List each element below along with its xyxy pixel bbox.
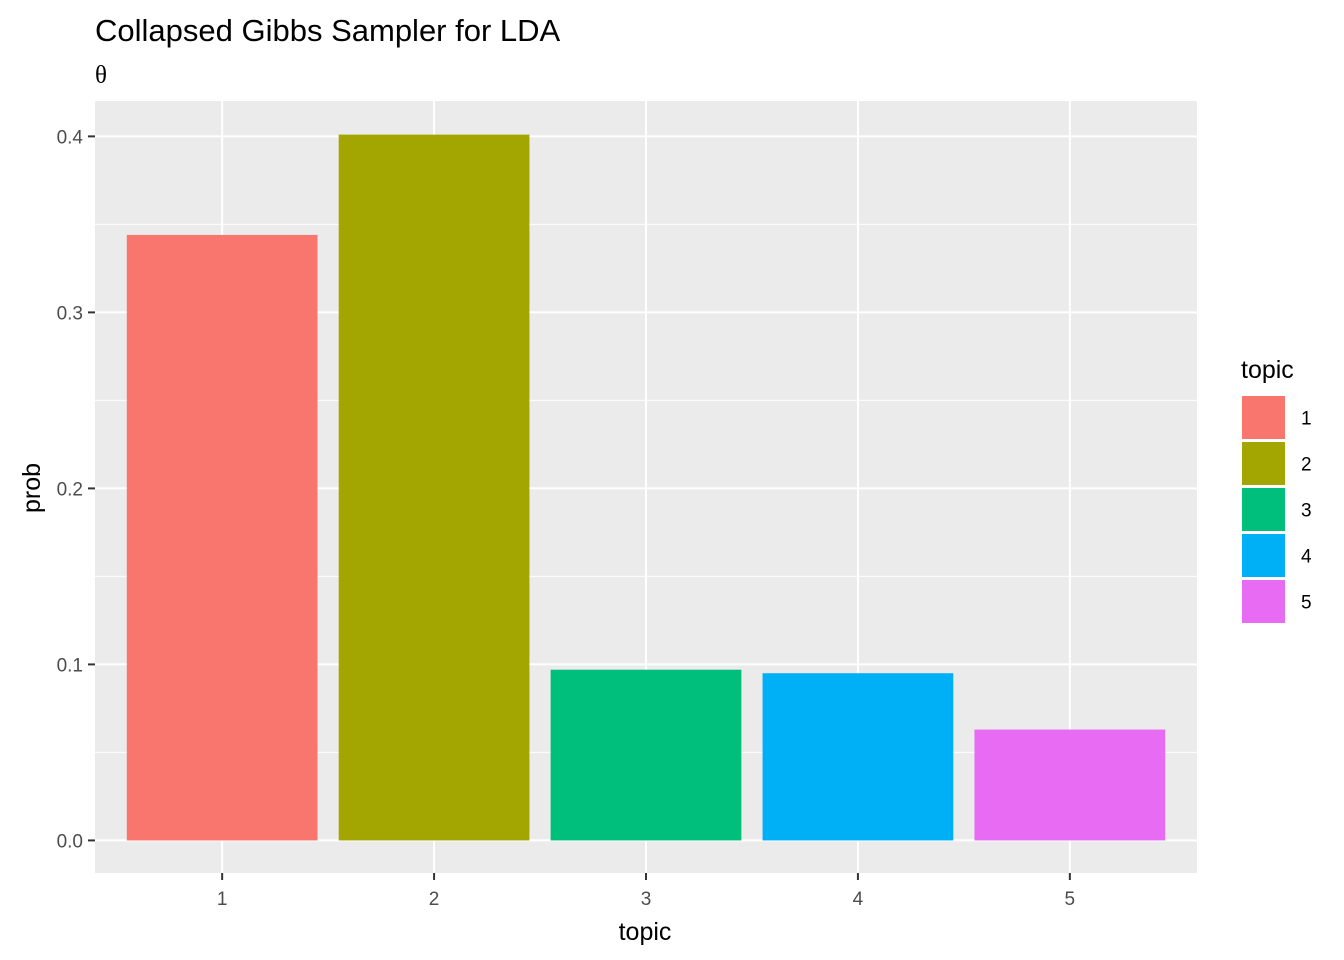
legend-label-2: 2 xyxy=(1301,455,1312,476)
y-axis: 0.0 0.1 0.2 0.3 0.4 xyxy=(57,127,95,852)
legend: topic 1 2 3 4 5 xyxy=(1241,356,1312,623)
legend-key-2 xyxy=(1242,442,1285,485)
legend-label-1: 1 xyxy=(1301,409,1312,430)
x-tick-label: 3 xyxy=(641,889,652,910)
bar-topic-2 xyxy=(338,134,530,841)
x-tick-label: 2 xyxy=(429,889,440,910)
chart-subtitle: θ xyxy=(95,62,107,89)
y-tick-label: 0.1 xyxy=(57,655,83,676)
legend-title: topic xyxy=(1241,356,1294,384)
legend-key-4 xyxy=(1242,534,1285,577)
legend-key-5 xyxy=(1242,580,1285,623)
x-tick-label: 4 xyxy=(853,889,864,910)
y-tick-label: 0.0 xyxy=(57,831,83,852)
legend-key-3 xyxy=(1242,488,1285,531)
legend-label-5: 5 xyxy=(1301,593,1312,614)
x-tick-label: 5 xyxy=(1065,889,1076,910)
legend-key-1 xyxy=(1242,396,1285,439)
bar-topic-4 xyxy=(762,673,954,841)
bar-topic-5 xyxy=(974,729,1166,841)
x-axis: 1 2 3 4 5 xyxy=(217,873,1075,910)
legend-label-4: 4 xyxy=(1301,547,1312,568)
bar-topic-3 xyxy=(550,669,742,841)
x-axis-title: topic xyxy=(619,918,672,946)
y-axis-title: prob xyxy=(18,463,46,513)
y-tick-label: 0.2 xyxy=(57,479,83,500)
y-tick-label: 0.4 xyxy=(57,127,84,148)
bars xyxy=(126,134,1166,841)
bar-topic-1 xyxy=(126,234,318,841)
y-tick-label: 0.3 xyxy=(57,303,83,324)
legend-label-3: 3 xyxy=(1301,501,1312,522)
chart-title: Collapsed Gibbs Sampler for LDA xyxy=(95,13,561,48)
legend-items: 1 2 3 4 5 xyxy=(1242,396,1312,623)
x-tick-label: 1 xyxy=(217,889,228,910)
